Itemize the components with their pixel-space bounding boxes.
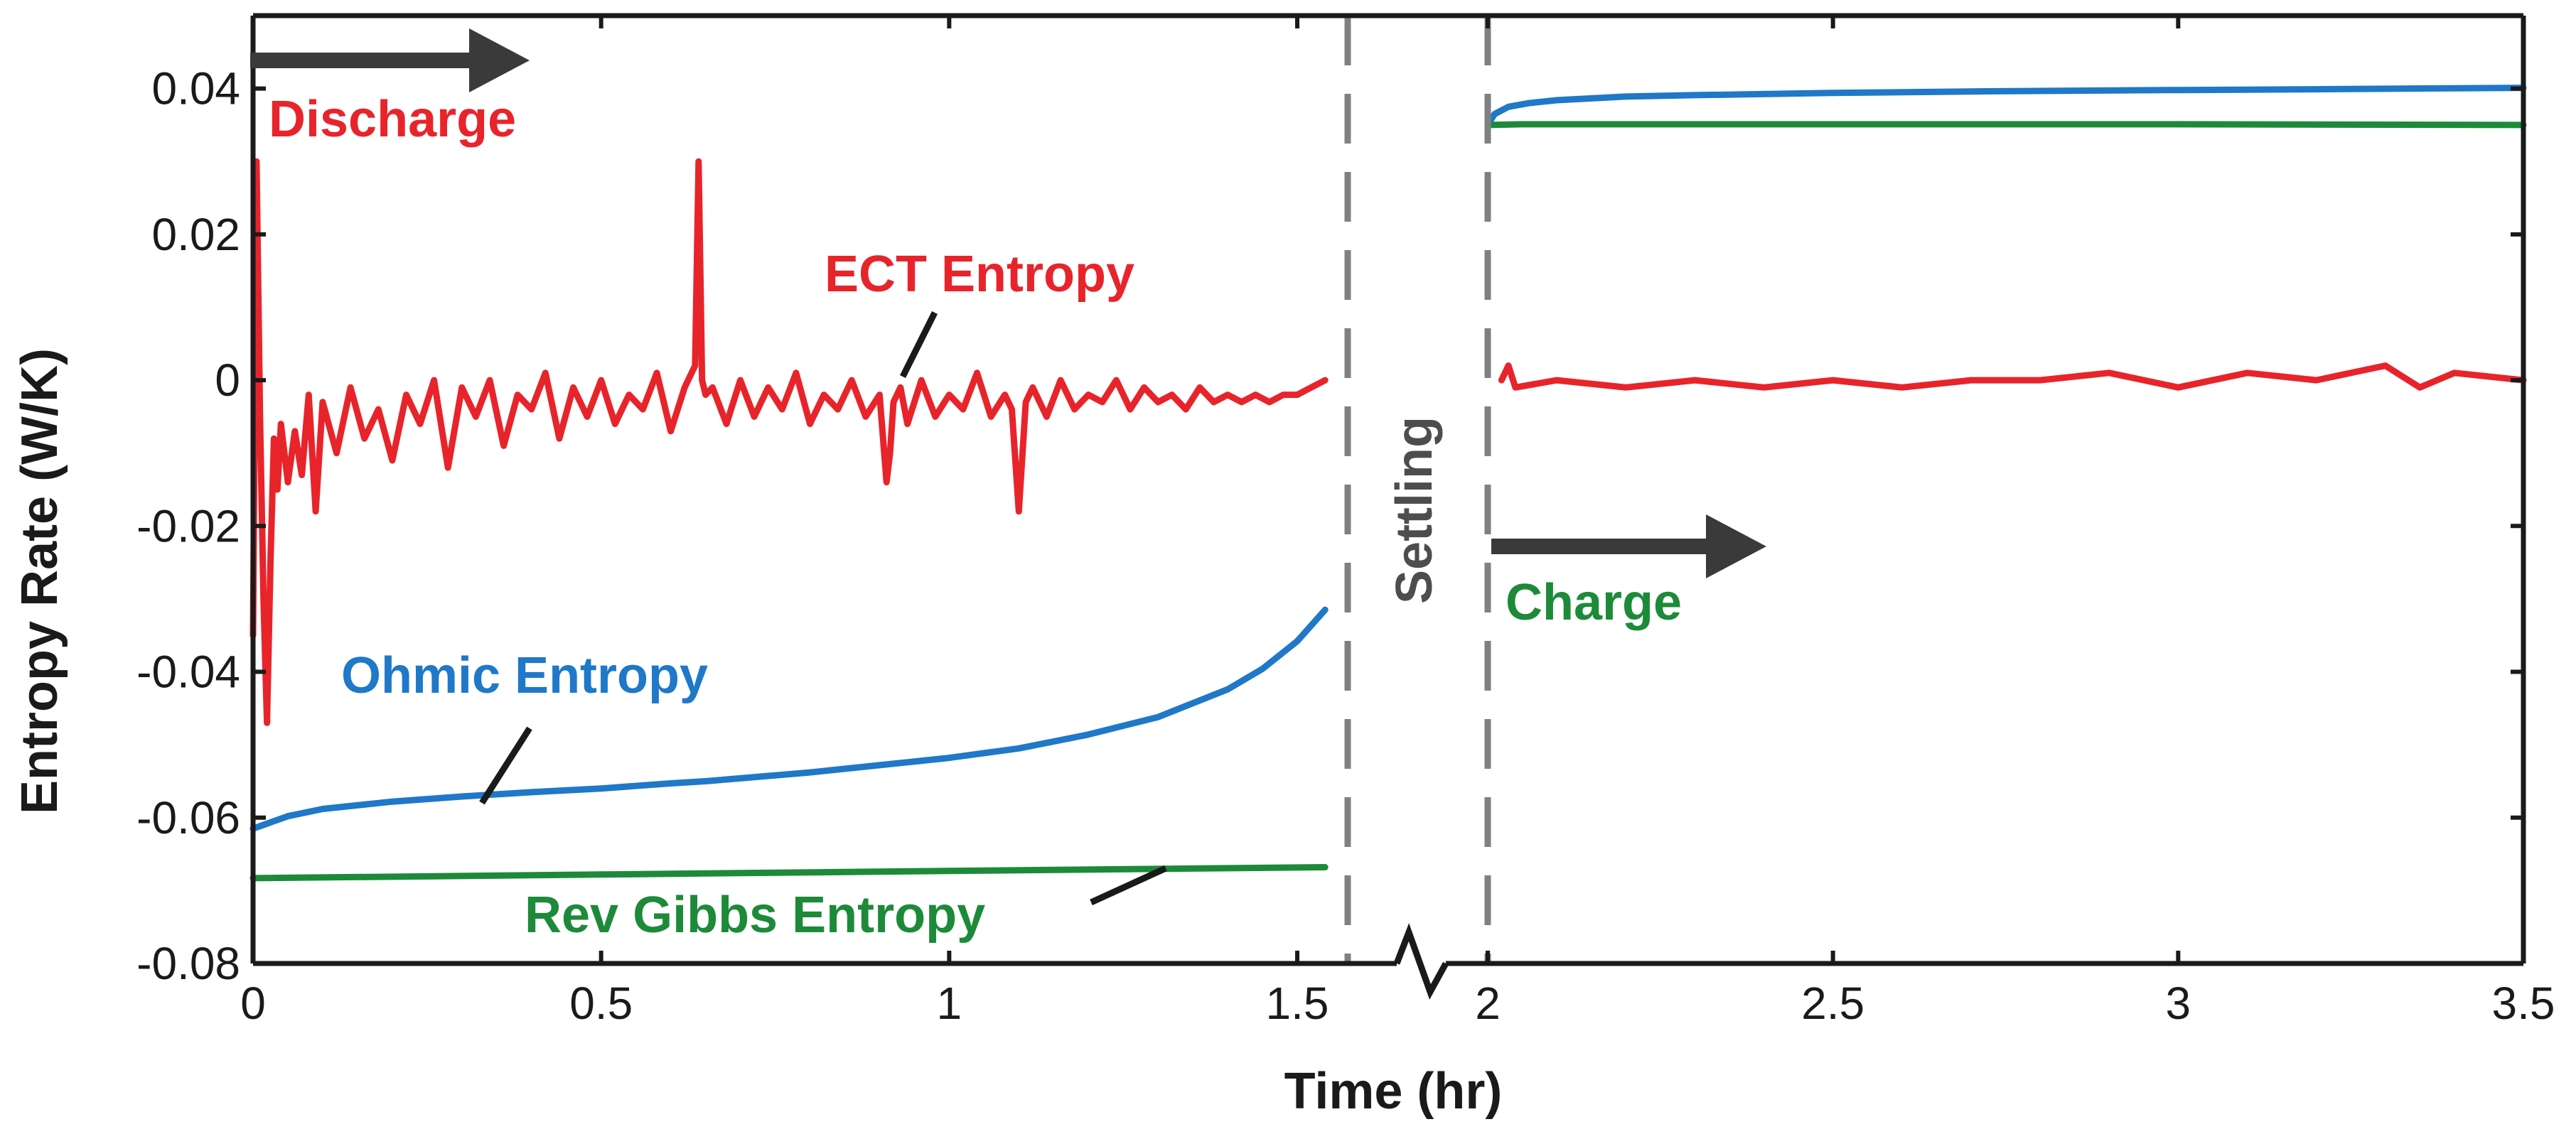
ohmic-entropy-leader	[479, 726, 532, 805]
y-tick-label: -0.06	[136, 792, 240, 843]
rev-gibbs-entropy-label: Rev Gibbs Entropy	[525, 887, 985, 944]
x-axis-title: Time (hr)	[1284, 1063, 1503, 1120]
plot-area	[249, 16, 2527, 963]
ect-entropy-label: ECT Entropy	[825, 246, 1134, 303]
y-tick-label: 0.02	[151, 209, 240, 260]
rev-gibbs-entropy-line-segment-1	[249, 864, 1329, 882]
ticks-group: -0.08 -0.06 -0.04 -0.02 0 0.02 0.04 0 0.5 1 1.5 2 2.…	[136, 16, 2555, 1029]
ohmic-entropy-label: Ohmic Entropy	[341, 647, 708, 704]
x-tick-label: 0.5	[569, 978, 633, 1029]
ohmic-entropy-line-segment-2	[1484, 85, 2527, 129]
axes-frame	[250, 13, 2526, 966]
discharge-arrow-icon	[250, 28, 530, 92]
x-tick-label: 3	[2166, 978, 2191, 1029]
settling-label: Settling	[1386, 416, 1443, 604]
discharge-label: Discharge	[269, 91, 516, 148]
x-tick-label: 1.5	[1266, 978, 1329, 1029]
ohmic-entropy-line-segment-1	[249, 606, 1329, 832]
charge-arrow-icon	[1491, 514, 1766, 578]
ect-entropy-line-segment-2	[1498, 362, 2527, 391]
rev-gibbs-entropy-leader	[1090, 865, 1167, 906]
rev-gibbs-entropy-line-segment-2	[1484, 121, 2527, 129]
axis-break-icon	[1393, 923, 1449, 1000]
y-tick-label: -0.04	[136, 647, 240, 698]
x-tick-label: 2	[1475, 978, 1501, 1029]
ect-entropy-line-segment-1	[249, 158, 1329, 726]
x-tick-label: 2.5	[1801, 978, 1864, 1029]
x-tick-label: 1	[937, 978, 962, 1029]
y-tick-label: 0.04	[151, 63, 240, 114]
y-tick-label: -0.02	[136, 500, 240, 551]
y-axis-title: Entropy Rate (W/K)	[11, 348, 68, 814]
charge-label: Charge	[1506, 574, 1682, 631]
ect-entropy-leader	[899, 310, 938, 379]
y-tick-label: 0	[215, 355, 240, 406]
x-tick-label: 3.5	[2492, 978, 2555, 1029]
x-tick-label: 0	[240, 978, 266, 1029]
y-tick-label: -0.08	[136, 938, 240, 989]
